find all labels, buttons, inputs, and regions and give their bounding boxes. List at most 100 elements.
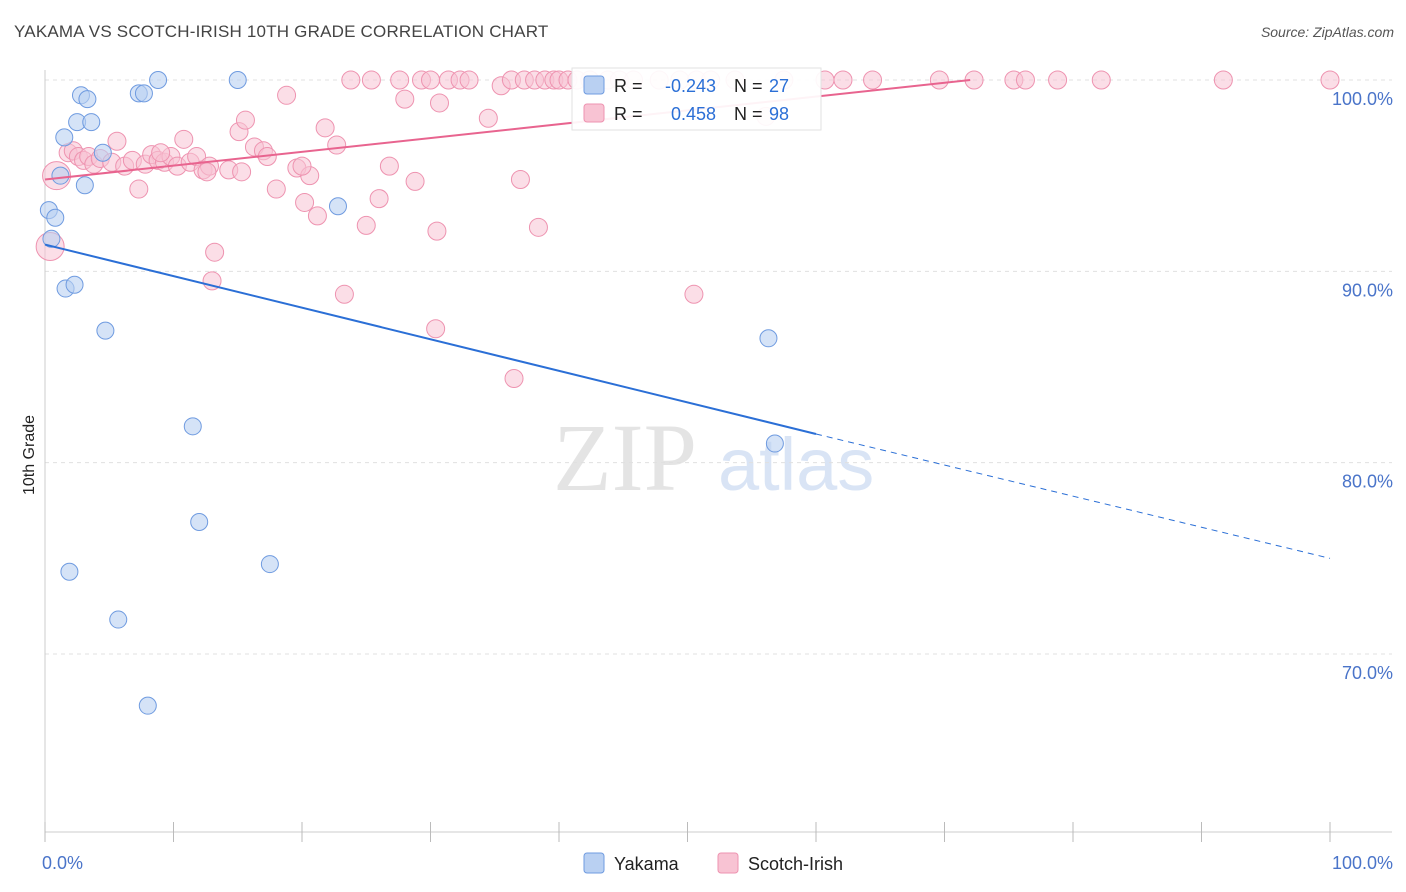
- scotch-irish-point: [833, 70, 853, 90]
- scotch-irish-point: [1320, 70, 1340, 90]
- y-tick-label: 70.0%: [1342, 663, 1393, 683]
- yakama-trend-line: [44, 243, 817, 435]
- axes: [44, 70, 1392, 833]
- yakama-point: [78, 90, 97, 109]
- yakama-point: [51, 166, 70, 185]
- yakama-point: [75, 176, 94, 195]
- yakama-point: [55, 128, 74, 147]
- yakama-trend-extension: [815, 433, 1331, 559]
- y-tick-label: 80.0%: [1342, 472, 1393, 492]
- scotch-irish-point: [684, 284, 704, 304]
- scotch-legend-swatch: [583, 103, 605, 123]
- bottom-legend-yakama-label: Yakama: [614, 854, 680, 874]
- bottom-legend-yakama-swatch: [583, 852, 605, 874]
- scotch-irish-point: [395, 89, 415, 109]
- yakama-point: [149, 71, 168, 89]
- scotch-irish-point: [151, 143, 171, 163]
- scotch-irish-point: [197, 162, 217, 182]
- yakama-point: [190, 512, 209, 531]
- scotch-irish-point: [205, 242, 225, 262]
- scotch-irish-point: [266, 179, 286, 199]
- x-tick-label-min: 0.0%: [42, 853, 83, 873]
- scotch-irish-point: [1091, 70, 1111, 90]
- y-tick-label: 90.0%: [1342, 280, 1393, 300]
- yakama-point: [183, 417, 202, 436]
- watermark-zip: ZIP: [553, 404, 697, 511]
- scotch-r-label: R =: [614, 104, 643, 124]
- yakama-point: [46, 208, 65, 227]
- yakama-point: [134, 84, 153, 103]
- scotch-irish-point: [129, 179, 149, 199]
- scotch-irish-point: [315, 118, 335, 138]
- bottom-legend-scotch-swatch: [717, 852, 739, 874]
- scotch-irish-point: [327, 135, 347, 155]
- yakama-point: [260, 555, 279, 574]
- scotch-irish-point: [174, 129, 194, 149]
- x-ticks: [44, 822, 1331, 842]
- yakama-point: [60, 562, 79, 581]
- stats-legend: R = -0.243 N = 27 R = 0.458 N = 98: [571, 67, 822, 131]
- scotch-irish-point: [405, 171, 425, 191]
- scotch-irish-point: [277, 85, 297, 105]
- yakama-point: [228, 71, 247, 89]
- scotch-irish-point: [390, 70, 410, 90]
- yakama-point: [759, 329, 778, 348]
- scotch-irish-point: [510, 169, 530, 189]
- yakama-r-value: -0.243: [665, 76, 716, 96]
- yakama-point: [96, 321, 115, 340]
- yakama-n-value: 27: [769, 76, 789, 96]
- x-tick-label-max: 100.0%: [1332, 853, 1393, 873]
- yakama-point: [138, 696, 157, 715]
- yakama-point: [328, 197, 347, 216]
- scotch-irish-point: [379, 156, 399, 176]
- scotch-irish-point: [295, 192, 315, 212]
- scotch-irish-point: [1015, 70, 1035, 90]
- scotch-irish-point: [356, 215, 376, 235]
- yakama-point: [65, 275, 84, 294]
- scotch-irish-point: [421, 70, 440, 90]
- yakama-point: [42, 229, 61, 248]
- scotch-irish-point: [232, 162, 252, 182]
- scotch-irish-point: [459, 70, 479, 90]
- scotch-n-label: N =: [734, 104, 763, 124]
- scotch-irish-point: [528, 217, 548, 237]
- yakama-point: [82, 113, 101, 132]
- scotch-irish-point: [426, 319, 446, 339]
- y-tick-label: 100.0%: [1332, 89, 1393, 109]
- scotch-r-value: 0.458: [671, 104, 716, 124]
- yakama-point: [765, 434, 784, 453]
- scotch-irish-point: [307, 206, 327, 226]
- y-tick-labels: 70.0% 80.0% 90.0% 100.0%: [1332, 89, 1393, 683]
- scotch-n-value: 98: [769, 104, 789, 124]
- scotch-irish-point: [341, 70, 361, 90]
- scotch-irish-point: [107, 131, 127, 151]
- scotch-irish-point: [1213, 70, 1233, 90]
- chart-title: YAKAMA VS SCOTCH-IRISH 10TH GRADE CORREL…: [14, 22, 549, 41]
- scotch-irish-point: [929, 70, 949, 90]
- y-axis-title: 10th Grade: [21, 415, 38, 495]
- scotch-irish-point: [235, 110, 255, 130]
- grid-lines: [45, 79, 1392, 655]
- scotch-irish-point: [504, 368, 524, 388]
- scotch-irish-point: [478, 108, 498, 128]
- yakama-r-label: R =: [614, 76, 643, 96]
- bottom-legend: Yakama Scotch-Irish: [583, 852, 843, 874]
- scotch-irish-point: [369, 189, 389, 209]
- yakama-point: [109, 610, 128, 629]
- scotch-irish-trend-line: [44, 79, 971, 181]
- yakama-points: [39, 71, 784, 715]
- scotch-irish-point: [361, 70, 381, 90]
- scotch-irish-point: [1048, 70, 1068, 90]
- scotch-irish-point: [863, 70, 883, 90]
- watermark: ZIP atlas: [553, 404, 874, 511]
- scotch-irish-point: [427, 221, 447, 241]
- scotch-irish-point: [429, 93, 449, 113]
- scotch-irish-point: [292, 156, 312, 176]
- watermark-atlas: atlas: [718, 423, 874, 506]
- yakama-legend-swatch: [583, 75, 605, 95]
- stats-legend-box: [571, 67, 822, 131]
- scotch-irish-point: [334, 284, 354, 304]
- yakama-n-label: N =: [734, 76, 763, 96]
- chart-source: Source: ZipAtlas.com: [1260, 24, 1394, 40]
